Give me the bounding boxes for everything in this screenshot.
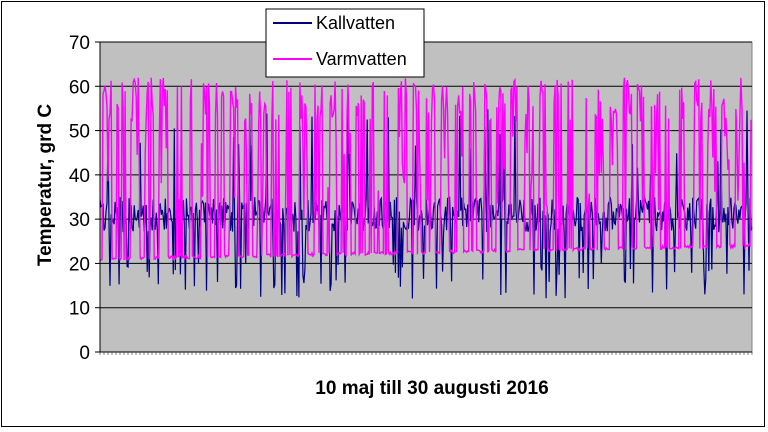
y-tick-label: 0 [79,343,90,364]
y-tick-label: 30 [69,210,90,231]
y-tick-label: 70 [69,33,90,54]
y-tick-label: 60 [69,77,90,98]
y-tick-labels: 0 10 20 30 40 50 60 70 [69,33,90,364]
axes [99,42,753,355]
series-layer [99,77,753,299]
y-tick-label: 10 [69,299,90,320]
legend-box [265,8,425,78]
series-line-varmvatten [99,77,753,262]
y-axis-title: Temperatur, grd C [35,104,56,267]
legend-label-varmvatten: Varmvatten [316,49,407,69]
y-tick-label: 20 [69,254,90,275]
legend-label-kallvatten: Kallvatten [316,13,395,33]
y-tick-label: 50 [69,122,90,143]
x-axis-title: 10 maj till 30 augusti 2016 [315,378,548,399]
legend: Kallvatten Varmvatten [265,8,425,78]
y-tick-label: 40 [69,166,90,187]
